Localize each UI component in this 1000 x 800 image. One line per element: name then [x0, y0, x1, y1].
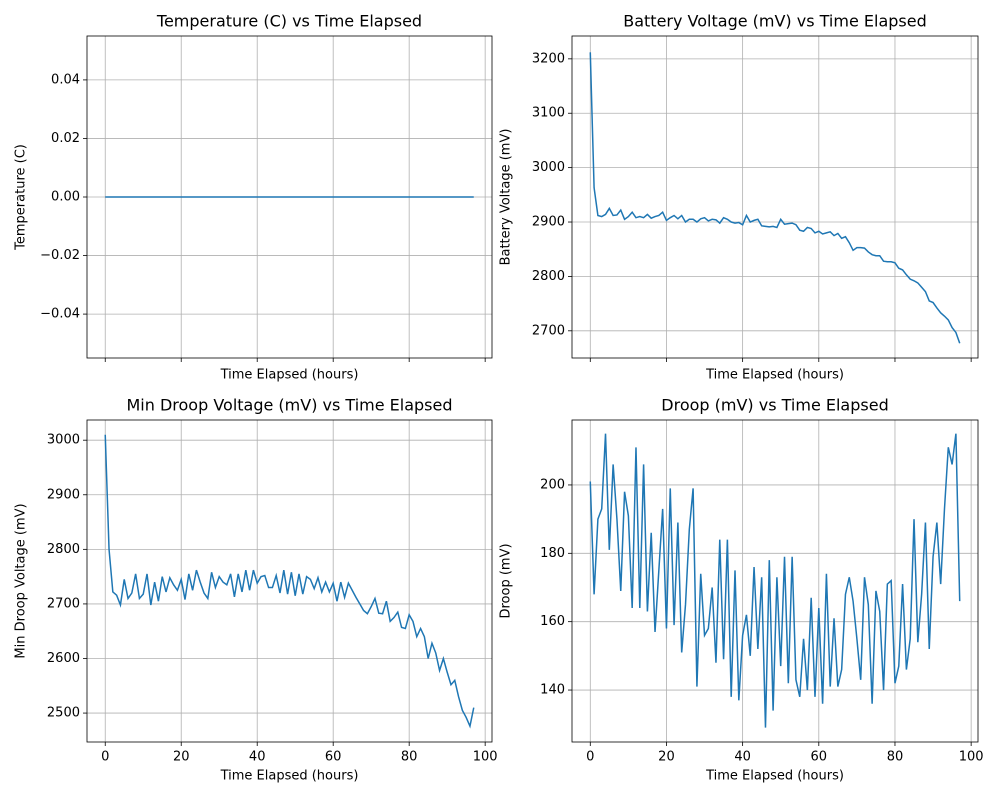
y-tick-label: 0.02	[51, 131, 80, 146]
x-axis-label: Time Elapsed (hours)	[220, 368, 359, 383]
y-tick-label: 2700	[47, 596, 80, 611]
y-tick-label: 2500	[47, 706, 80, 721]
y-axis-label: Battery Voltage (mV)	[499, 129, 514, 266]
x-tick-label: 20	[658, 750, 675, 765]
chart-title: Droop (mV) vs Time Elapsed	[661, 396, 888, 415]
chart-title: Min Droop Voltage (mV) vs Time Elapsed	[126, 396, 452, 415]
chart-title: Battery Voltage (mV) vs Time Elapsed	[623, 12, 927, 31]
x-tick-label: 80	[401, 750, 418, 765]
y-tick-label: 3200	[532, 51, 565, 66]
axes-frame	[86, 419, 493, 743]
axes-frame	[86, 35, 493, 359]
axes-frame	[571, 419, 979, 743]
x-axis-label: Time Elapsed (hours)	[705, 368, 844, 383]
y-tick-label: 180	[540, 546, 565, 561]
y-tick-label: 2700	[532, 323, 565, 338]
y-tick-label: 2800	[532, 269, 565, 284]
y-tick-label: 140	[540, 683, 565, 698]
x-tick-label: 20	[173, 750, 190, 765]
x-tick-label: 60	[325, 750, 342, 765]
x-tick-label: 40	[734, 750, 751, 765]
y-tick-label: 2900	[532, 215, 565, 230]
y-tick-label: −0.02	[40, 248, 80, 263]
y-tick-label: −0.04	[40, 307, 80, 322]
y-tick-label: 0.04	[51, 72, 80, 87]
chart-title: Temperature (C) vs Time Elapsed	[156, 12, 422, 31]
y-tick-label: 3100	[532, 106, 565, 121]
x-axis-label: Time Elapsed (hours)	[705, 769, 844, 784]
axes-frame	[571, 35, 979, 359]
x-tick-label: 0	[101, 750, 109, 765]
y-tick-label: 2800	[47, 542, 80, 557]
y-tick-label: 2900	[47, 487, 80, 502]
x-tick-label: 100	[473, 750, 498, 765]
y-axis-label: Droop (mV)	[499, 543, 514, 618]
data-line	[104, 434, 475, 729]
x-axis-label: Time Elapsed (hours)	[220, 769, 359, 784]
x-tick-label: 40	[249, 750, 266, 765]
y-tick-label: 200	[540, 477, 565, 492]
y-axis-label: Temperature (C)	[14, 144, 29, 251]
y-tick-label: 3000	[47, 433, 80, 448]
y-axis-label: Min Droop Voltage (mV)	[14, 503, 29, 658]
x-tick-label: 80	[887, 750, 904, 765]
data-line	[589, 52, 961, 344]
y-tick-label: 2600	[47, 651, 80, 666]
y-tick-label: 160	[540, 614, 565, 629]
y-tick-label: 3000	[532, 160, 565, 175]
x-tick-label: 0	[586, 750, 594, 765]
data-line	[589, 433, 961, 728]
x-tick-label: 100	[959, 750, 984, 765]
y-tick-label: 0.00	[51, 190, 80, 205]
x-tick-label: 60	[811, 750, 828, 765]
